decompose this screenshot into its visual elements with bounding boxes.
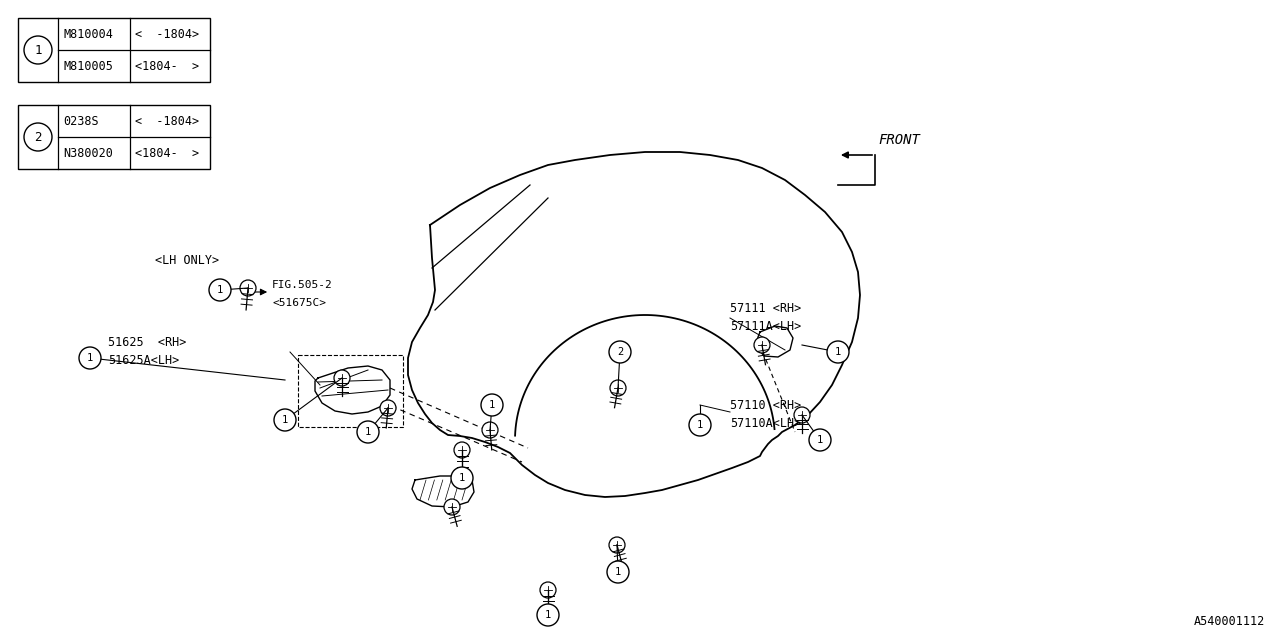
- Circle shape: [274, 409, 296, 431]
- Circle shape: [689, 414, 710, 436]
- Circle shape: [607, 561, 628, 583]
- Text: 2: 2: [35, 131, 42, 143]
- Text: FRONT: FRONT: [878, 133, 920, 147]
- Text: 1: 1: [458, 473, 465, 483]
- Text: <LH ONLY>: <LH ONLY>: [155, 253, 219, 266]
- Bar: [18, 18, 210, 82]
- Circle shape: [827, 341, 849, 363]
- Text: 1: 1: [614, 567, 621, 577]
- Text: 57110 <RH>: 57110 <RH>: [730, 399, 801, 412]
- Circle shape: [444, 499, 460, 515]
- Text: 57111 <RH>: 57111 <RH>: [730, 301, 801, 314]
- Circle shape: [540, 582, 556, 598]
- Circle shape: [754, 337, 771, 353]
- Circle shape: [79, 347, 101, 369]
- Text: A540001112: A540001112: [1194, 615, 1265, 628]
- Text: 1: 1: [282, 415, 288, 425]
- Text: 1: 1: [835, 347, 841, 357]
- Circle shape: [209, 279, 230, 301]
- Text: 1: 1: [35, 44, 42, 56]
- Circle shape: [24, 36, 52, 64]
- Text: 2: 2: [617, 347, 623, 357]
- Text: 57110A<LH>: 57110A<LH>: [730, 417, 801, 429]
- Text: <51675C>: <51675C>: [273, 298, 326, 308]
- Text: M810004: M810004: [63, 28, 113, 40]
- Circle shape: [809, 429, 831, 451]
- Circle shape: [611, 380, 626, 396]
- Circle shape: [454, 442, 470, 458]
- Text: 1: 1: [87, 353, 93, 363]
- Circle shape: [609, 341, 631, 363]
- Text: <1804-  >: <1804- >: [134, 147, 200, 159]
- Circle shape: [794, 407, 810, 423]
- Text: N380020: N380020: [63, 147, 113, 159]
- Text: <  -1804>: < -1804>: [134, 115, 200, 127]
- Circle shape: [24, 123, 52, 151]
- Text: <1804-  >: <1804- >: [134, 60, 200, 72]
- Text: <  -1804>: < -1804>: [134, 28, 200, 40]
- Text: FIG.505-2: FIG.505-2: [273, 280, 333, 290]
- Text: M810005: M810005: [63, 60, 113, 72]
- Circle shape: [538, 604, 559, 626]
- Bar: [18, 105, 210, 169]
- Bar: [298, 355, 403, 427]
- Text: 1: 1: [817, 435, 823, 445]
- Circle shape: [609, 537, 625, 553]
- Text: 1: 1: [696, 420, 703, 430]
- Text: 51625A<LH>: 51625A<LH>: [108, 353, 179, 367]
- Text: 57111A<LH>: 57111A<LH>: [730, 319, 801, 333]
- Circle shape: [241, 280, 256, 296]
- Circle shape: [334, 370, 349, 386]
- Circle shape: [451, 467, 474, 489]
- Circle shape: [380, 400, 396, 416]
- Text: 51625  <RH>: 51625 <RH>: [108, 335, 187, 349]
- Text: 1: 1: [489, 400, 495, 410]
- Circle shape: [357, 421, 379, 443]
- Text: 1: 1: [545, 610, 552, 620]
- Circle shape: [483, 422, 498, 438]
- Circle shape: [481, 394, 503, 416]
- Text: 0238S: 0238S: [63, 115, 99, 127]
- Text: 1: 1: [216, 285, 223, 295]
- Text: 1: 1: [365, 427, 371, 437]
